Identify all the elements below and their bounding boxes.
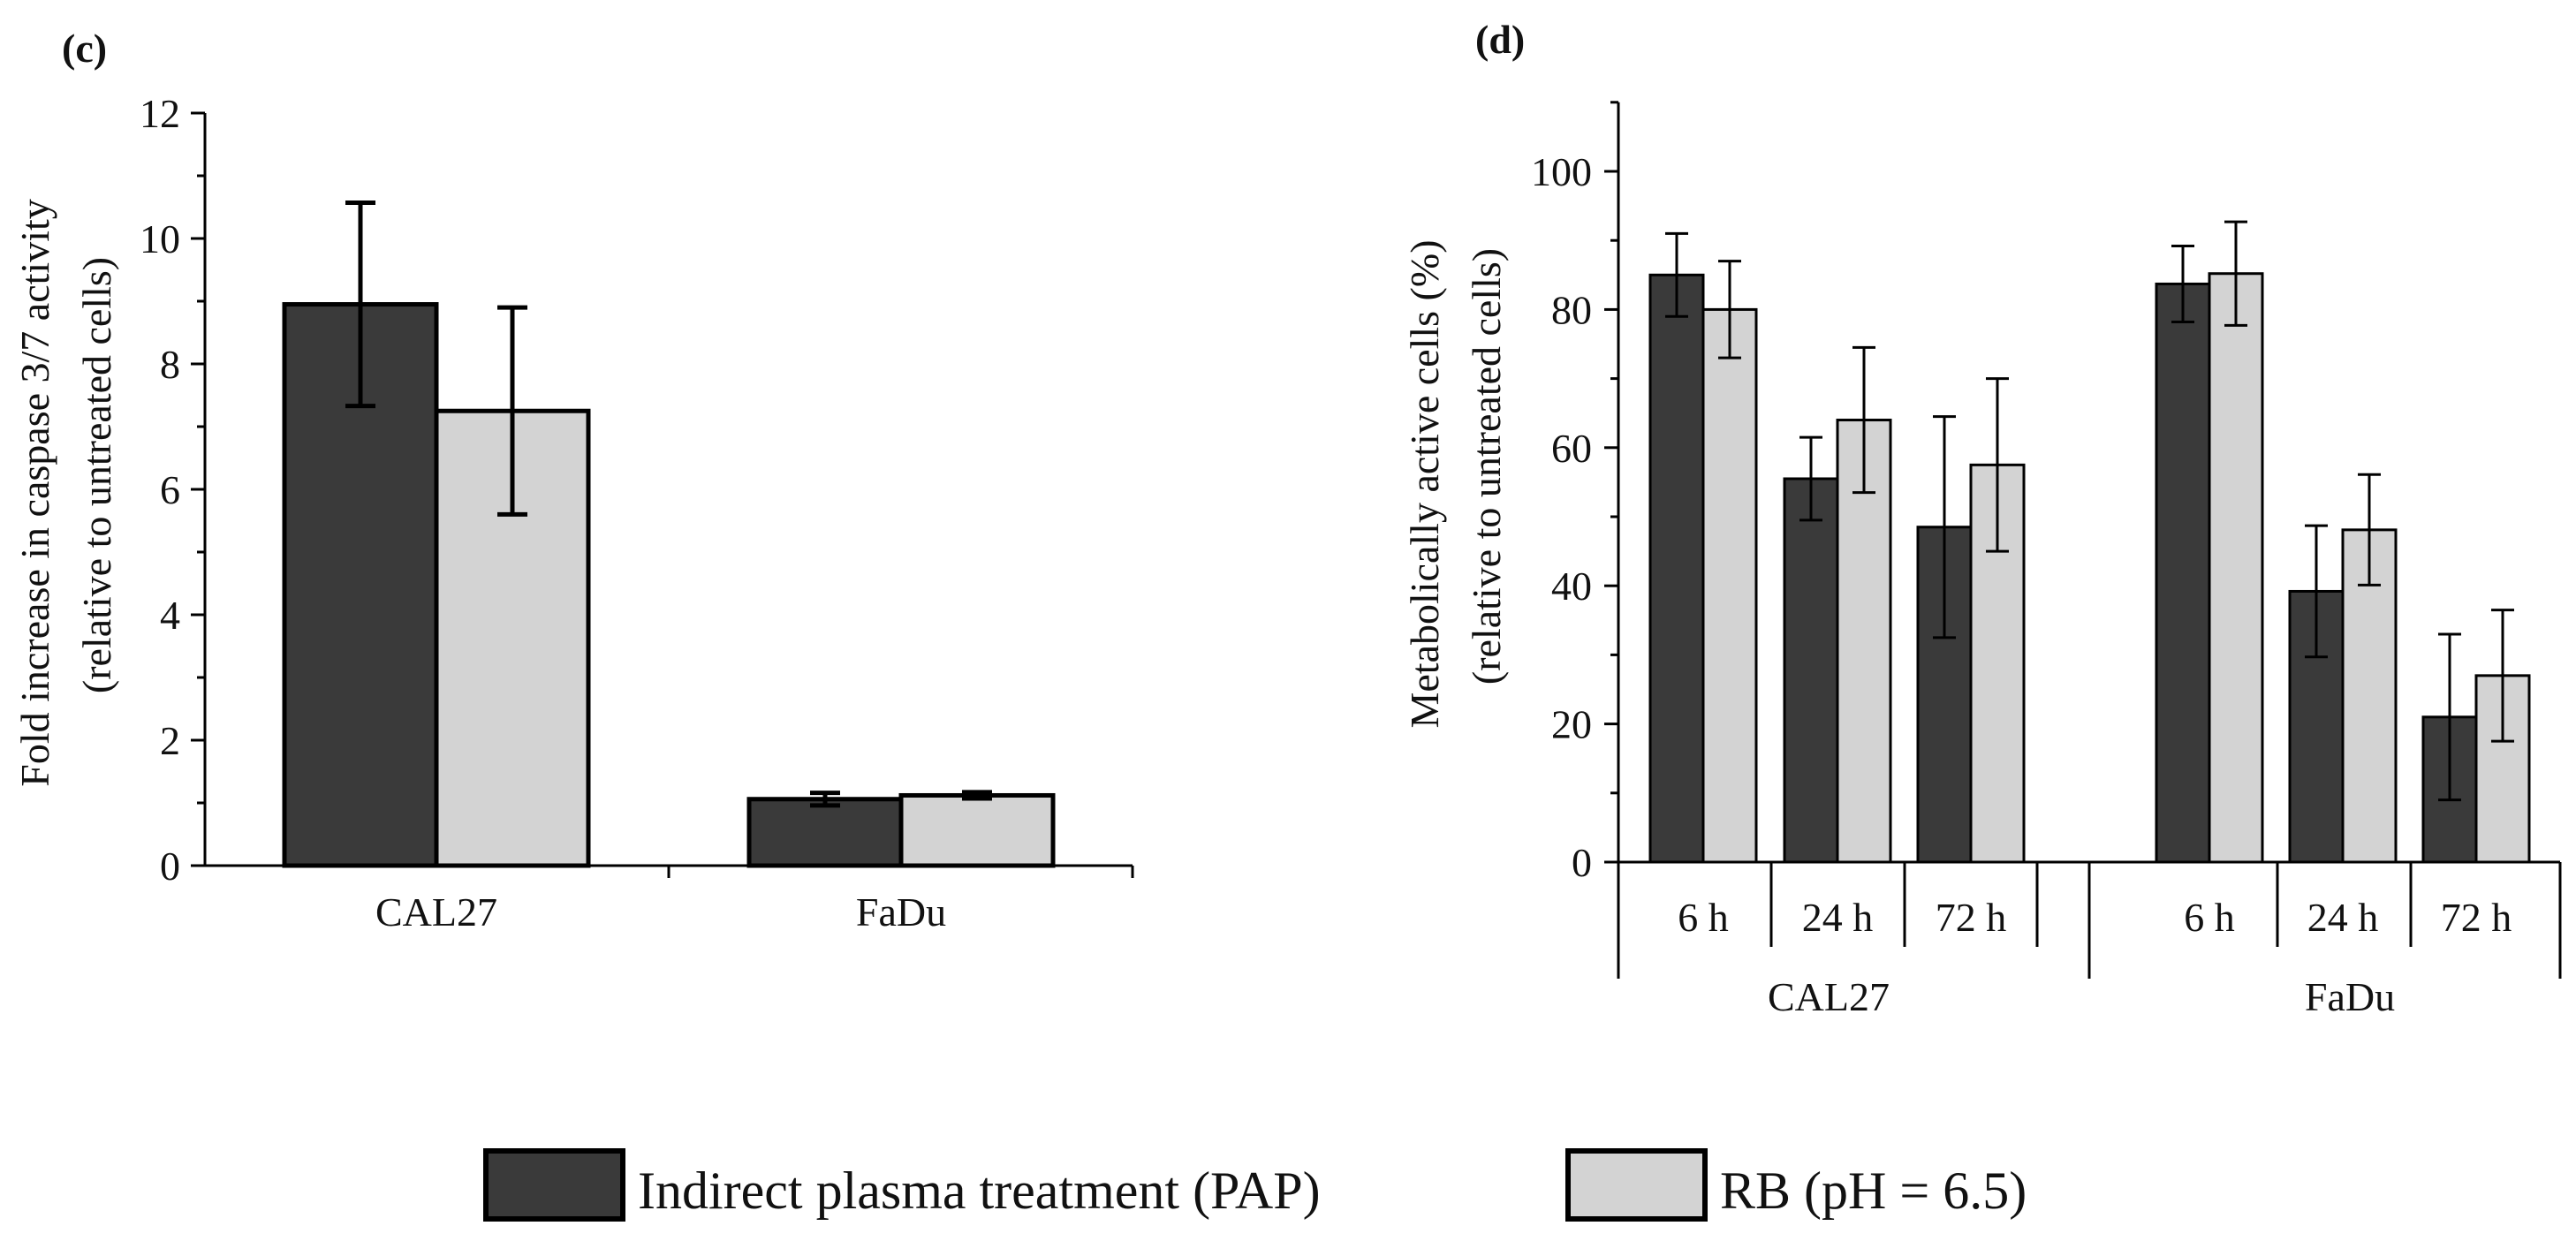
panel-c-y-tick-label: 6 bbox=[160, 467, 180, 512]
panel-d-axes bbox=[1617, 102, 2562, 979]
panel-d-y-tick-label: 60 bbox=[1551, 426, 1592, 471]
panel-c-y-tick-label: 2 bbox=[160, 718, 180, 763]
panel-d-bar bbox=[1648, 273, 1705, 864]
panel-d-group-label: FaDu bbox=[2305, 974, 2395, 1019]
panel-c-error-bars bbox=[345, 201, 992, 808]
panel-d-group-label: CAL27 bbox=[1768, 974, 1890, 1019]
legend: Indirect plasma treatment (PAP) RB (pH =… bbox=[483, 1148, 2027, 1222]
panel-c-bar bbox=[746, 797, 904, 868]
panel-d-subcategory-label: 72 h bbox=[1936, 895, 2007, 940]
panel-c-y-tick-label: 10 bbox=[140, 216, 180, 261]
panel-d-bar bbox=[1783, 477, 1839, 864]
panel-c-y-ticks: 0 2 4 6 8 10 12 bbox=[140, 91, 205, 889]
legend-swatch-rb bbox=[1565, 1148, 1708, 1222]
panel-d-bar bbox=[1701, 307, 1758, 864]
panel-d-y-tick-label: 20 bbox=[1551, 702, 1592, 747]
panel-c-y-tick-label: 4 bbox=[160, 593, 180, 638]
panel-d-bar bbox=[2155, 282, 2211, 864]
panel-c-y-tick-label: 0 bbox=[160, 844, 180, 889]
legend-swatch-pap bbox=[483, 1148, 625, 1222]
panel-d-y-tick-label: 80 bbox=[1551, 287, 1592, 332]
panel-d-bar bbox=[2208, 272, 2264, 864]
panel-d-y-tick-label: 100 bbox=[1531, 149, 1592, 194]
panel-d-y-axis-title-line1: Metabolically active cells (%) bbox=[1402, 239, 1447, 728]
panel-c-bars bbox=[282, 302, 1056, 868]
panel-d-error-bars bbox=[1665, 220, 2514, 802]
panel-c-y-tick-label: 8 bbox=[160, 342, 180, 387]
panel-d: (d) 0 20 40 60 80 100 6 h 24 h 72 h 6 h 24 h 72 h C… bbox=[1402, 17, 2562, 1019]
panel-c-y-tick-label: 12 bbox=[140, 91, 180, 136]
panel-d-subcategory-label: 6 h bbox=[2184, 895, 2235, 940]
panel-c-y-axis-title-line2: (relative to untreated cells) bbox=[74, 257, 119, 693]
panel-c-category-label: FaDu bbox=[856, 889, 946, 935]
panel-c-bar bbox=[898, 792, 1056, 868]
panel-d-subcategory-label: 6 h bbox=[1678, 895, 1729, 940]
panel-c-category-label: CAL27 bbox=[375, 889, 497, 935]
panel-d-y-axis-title-line2: (relative to untreated cells) bbox=[1464, 248, 1509, 685]
panel-d-y-tick-label: 40 bbox=[1551, 564, 1592, 609]
panel-c-label: (c) bbox=[62, 26, 107, 71]
legend-label-rb: RB (pH = 6.5) bbox=[1720, 1162, 2027, 1220]
panel-c-x-labels: CAL27 FaDu bbox=[375, 889, 946, 935]
panel-d-subcategory-label: 24 h bbox=[2307, 895, 2379, 940]
panel-d-subcategory-label: 24 h bbox=[1802, 895, 1874, 940]
panel-d-x-labels: 6 h 24 h 72 h 6 h 24 h 72 h CAL27 FaDu bbox=[1678, 895, 2512, 1019]
panel-c-y-axis-title-line1: Fold increase in caspase 3/7 activity bbox=[12, 199, 57, 787]
panel-d-y-tick-label: 0 bbox=[1572, 840, 1592, 885]
panel-d-subcategory-label: 72 h bbox=[2441, 895, 2512, 940]
panel-d-y-ticks: 0 20 40 60 80 100 bbox=[1531, 101, 1618, 885]
panel-d-label: (d) bbox=[1475, 17, 1525, 62]
panel-c: (c) 0 2 4 6 8 10 12 CAL27 FaDu Fold increase in… bbox=[12, 26, 1134, 935]
panel-d-bars bbox=[1648, 272, 2531, 864]
legend-label-pap: Indirect plasma treatment (PAP) bbox=[638, 1162, 1321, 1220]
